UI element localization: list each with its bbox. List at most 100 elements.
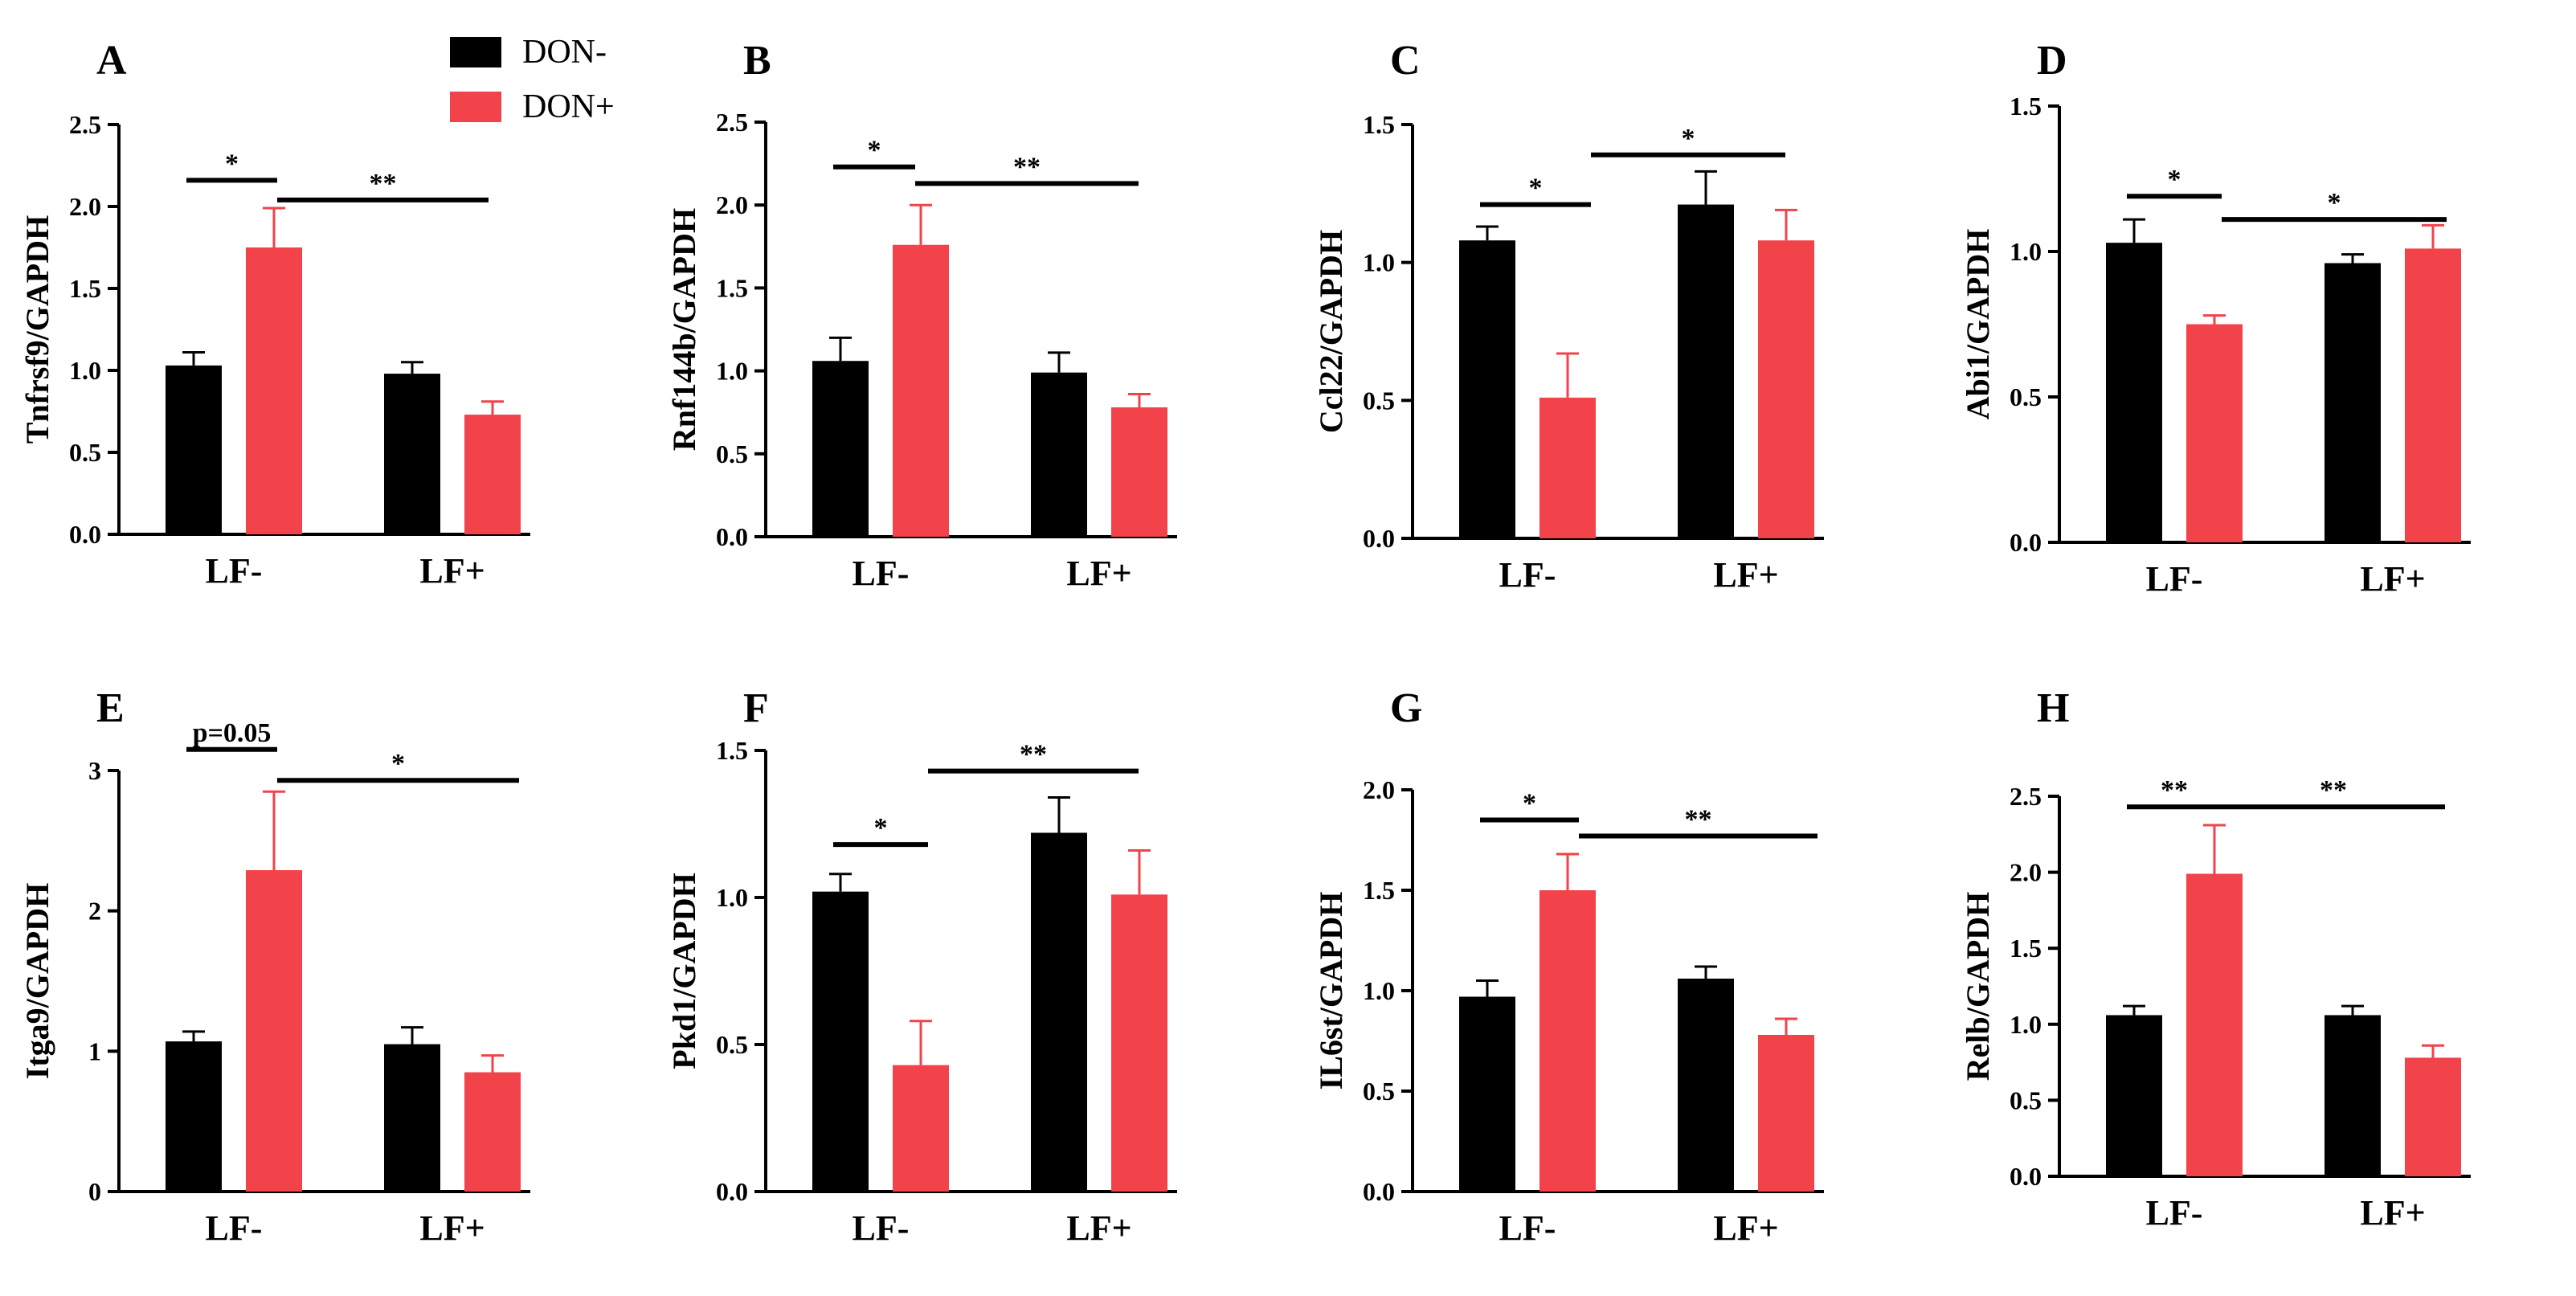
legend-swatch-don-minus [450,37,501,67]
significance-label: * [1529,174,1543,203]
x-category-label: LF+ [2360,559,2425,599]
legend-item-don-plus: DON+ [450,87,615,127]
significance-label: * [2168,165,2181,194]
significance-label: p=0.05 [193,718,272,748]
y-tick-label: 0.0 [716,1177,748,1206]
significance-label: * [391,749,405,779]
y-tick-label: 3 [88,756,101,785]
bar-donplus-lfminus [2186,873,2243,1176]
significance-label: ** [370,169,397,198]
legend-label-don-minus: DON- [522,34,607,71]
y-tick-label: 0.5 [716,439,748,468]
bar-donplus-lfminus [893,1065,949,1192]
y-tick-label: 2.5 [2010,782,2042,811]
bar-donminus-lfminus [812,361,869,537]
bar-donminus-lfminus [1459,240,1515,538]
y-tick-label: 2.0 [1363,775,1395,804]
y-tick-label: 1.0 [2010,1010,2042,1039]
y-tick-label: 2.5 [716,108,748,137]
bar-donplus-lfminus [1539,397,1596,538]
bar-donplus-lfplus [464,1072,521,1192]
panel-letter: F [743,685,769,731]
significance-label: ** [2161,775,2188,805]
bar-donplus-lfplus [1111,407,1167,537]
y-tick-label: 0.0 [716,522,748,551]
bar-donplus-lfplus [1111,894,1167,1192]
y-tick-label: 0.0 [2010,1162,2042,1191]
legend-label-don-plus: DON+ [522,88,615,125]
significance-label: * [868,136,881,166]
legend-swatch-don-plus [450,92,501,122]
y-tick-label: 1.0 [2010,237,2042,266]
bar-donminus-lfminus [2106,243,2162,542]
bar-donminus-lfplus [1678,979,1734,1192]
bar-donminus-lfplus [1031,832,1087,1192]
y-tick-label: 1 [88,1036,101,1065]
y-tick-label: 2.5 [69,110,101,139]
bar-donminus-lfminus [166,365,222,534]
y-tick-label: 1.5 [716,736,748,765]
chart-c: C 0.0 0.5 1.0 1.5 Ccl22/GAPDH LF- LF+ * * [1313,38,1824,595]
chart-h: H 0.0 0.5 1.0 1.5 2.0 2.5 Relb/GAPDH LF- LF+ ** ** [1960,685,2471,1233]
panel-letter: D [2037,38,2067,84]
panel-letter: E [96,685,125,731]
chart-d: D 0.0 0.5 1.0 1.5 Abi1/GAPDH LF- LF+ * * [1960,38,2471,599]
panel-letter: C [1390,38,1421,84]
chart-panel-e: E 0 1 2 3 Itga9/GAPDH LF- LF+ p=0.05 * [0,648,635,1290]
legend: DON- DON+ [450,32,691,129]
chart-panel-f: F 0.0 0.5 1.0 1.5 Pkd1/GAPDH LF- LF+ * ** [647,648,1282,1290]
chart-e: E 0 1 2 3 Itga9/GAPDH LF- LF+ p=0.05 * [19,685,530,1248]
y-tick-label: 0.5 [2010,382,2042,411]
bar-donplus-lfplus [2405,248,2461,542]
x-category-label: LF+ [1066,1208,1131,1248]
bar-donminus-lfplus [384,374,440,534]
bar-donplus-lfminus [246,247,302,534]
y-axis-label: Itga9/GAPDH [19,883,55,1079]
bar-donplus-lfminus [893,244,949,537]
y-tick-label: 0.5 [2010,1085,2042,1114]
y-tick-label: 2 [88,897,101,926]
bar-donplus-lfplus [2405,1057,2461,1176]
chart-panel-a: A 0.0 0.5 1.0 1.5 2.0 2.5 Tnfrsf9/GAPDH LF- LF+ * *… [0,0,635,643]
significance-label: * [1682,124,1695,153]
y-axis-label: Relb/GAPDH [1960,892,1996,1081]
x-category-label: LF+ [1713,555,1778,595]
x-category-label: LF- [2146,559,2203,599]
bar-donminus-lfminus [812,891,869,1192]
chart-panel-c: C 0.0 0.5 1.0 1.5 Ccl22/GAPDH LF- LF+ * * [1294,0,1928,643]
bar-donminus-lfminus [1459,996,1515,1192]
x-category-label: LF+ [419,1208,485,1248]
bar-donminus-lfplus [2325,1015,2381,1176]
bar-donplus-lfplus [1758,1035,1814,1192]
panel-letter: A [96,38,127,84]
panel-letter: H [2037,685,2069,731]
y-axis-label: Ccl22/GAPDH [1313,230,1349,433]
chart-panel-h: H 0.0 0.5 1.0 1.5 2.0 2.5 Relb/GAPDH LF- LF+ ** ** [1940,648,2575,1290]
significance-label: * [874,813,888,843]
x-category-label: LF+ [1066,554,1131,593]
y-tick-label: 1.5 [2010,92,2042,121]
bar-donplus-lfminus [2186,324,2243,542]
y-tick-label: 2.0 [69,192,101,221]
y-axis-label: Pkd1/GAPDH [666,873,702,1069]
significance-label: ** [2320,775,2347,805]
bar-donminus-lfplus [1031,372,1087,537]
y-tick-label: 1.0 [716,883,748,912]
y-tick-label: 0.0 [2010,528,2042,557]
y-axis-label: Abi1/GAPDH [1960,229,1996,420]
bar-donplus-lfminus [1539,890,1596,1192]
y-tick-label: 0.5 [716,1030,748,1059]
y-tick-label: 1.5 [2010,934,2042,963]
chart-panel-b: B 0.0 0.5 1.0 1.5 2.0 2.5 Rnf144b/GAPDH LF- LF+ * *… [647,0,1282,643]
y-tick-label: 0.5 [69,438,101,467]
x-category-label: LF- [1499,555,1556,595]
y-tick-label: 1.0 [1363,248,1395,277]
y-tick-label: 0.5 [1363,1077,1395,1106]
legend-item-don-minus: DON- [450,32,607,72]
y-tick-label: 1.0 [716,357,748,386]
bar-donminus-lfminus [166,1041,222,1192]
y-tick-label: 1.5 [69,274,101,303]
y-axis-label: Tnfrsf9/GAPDH [19,215,55,444]
